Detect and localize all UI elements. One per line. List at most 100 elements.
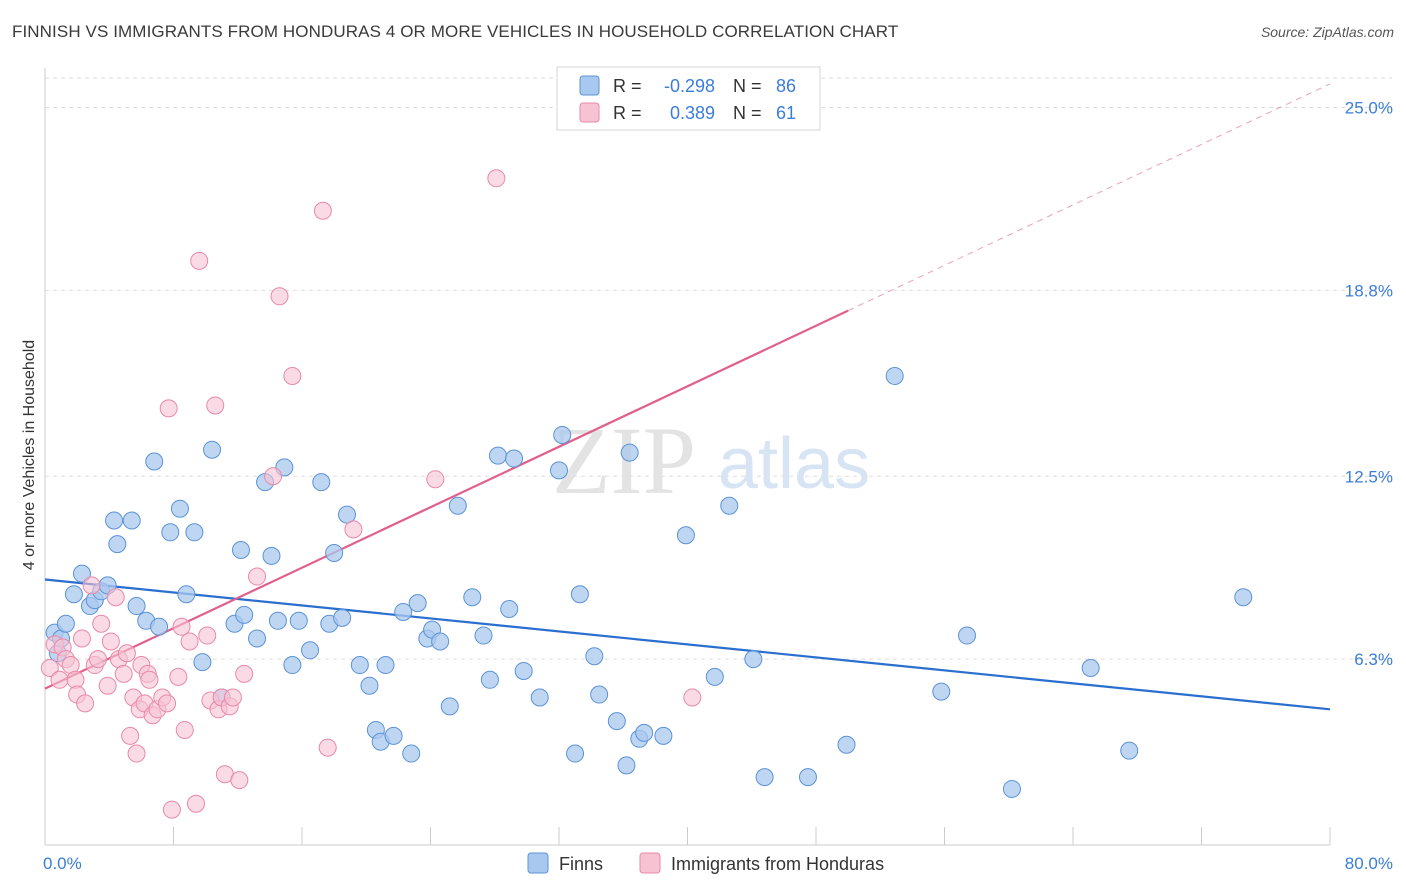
finns-point [480,670,499,689]
finns-point [744,650,763,669]
bottom-legend-label-finns: Finns [559,854,603,874]
finns-point [235,605,254,624]
finns-point [635,723,654,742]
finns-point [553,425,572,444]
honduras-point [140,670,159,689]
finns-point [325,543,344,562]
gridlines [45,77,1392,660]
honduras-point [162,800,181,819]
legend-r-value-honduras: 0.389 [670,103,715,123]
finns-point [56,614,75,633]
honduras-point [198,626,217,645]
finns-point [500,600,519,618]
finns-point [394,602,413,621]
honduras-point [92,614,111,633]
finns-point [360,676,379,695]
finns-point [301,641,320,660]
honduras-point [264,467,283,486]
finns-point [620,443,639,462]
finns-point [177,585,196,604]
legend-swatch-finns [579,75,600,96]
honduras-point [76,694,95,713]
honduras-point [270,287,289,306]
honduras-point [50,670,69,689]
finns-point [145,452,164,471]
finns-point [1002,779,1021,798]
finns-point [161,523,180,542]
watermark-atlas: atlas [718,424,870,504]
honduras-point [89,650,108,669]
finns-point [705,667,724,686]
finns-point [268,611,287,630]
honduras-trend-line-extension [847,83,1331,312]
finns-point [505,449,524,468]
honduras-point [117,644,136,663]
finns-point [448,496,467,515]
honduras-point [98,676,117,695]
finns-point [474,626,493,645]
finns-point [585,647,604,666]
legend-r-label-honduras: R = [613,103,642,123]
finns-point [170,499,189,518]
honduras-point [190,251,209,270]
finns-point [105,511,124,530]
legend-r-value-finns: -0.298 [664,76,715,96]
finns-point [108,535,127,554]
honduras-point [172,617,191,636]
finns-point [837,735,856,754]
honduras-point [683,688,702,707]
finns-point [402,744,421,763]
finns-point [150,617,169,636]
bottom-legend-swatch-honduras [639,852,661,874]
finns-point [203,440,222,459]
honduras-point [283,366,302,385]
legend-n-value-honduras: 61 [776,103,796,123]
legend-n-label-finns: N = [733,76,762,96]
honduras-point [159,399,178,418]
finns-point [350,656,369,675]
honduras-point [114,664,133,683]
finns-point [550,461,568,480]
finns-point [885,366,904,385]
finns-point [185,523,204,542]
finns-point [248,629,267,648]
axes [44,68,1331,846]
finns-point [122,511,141,530]
finns-point [1081,659,1100,677]
y-tick-label: 12.5% [1345,467,1393,486]
x-tick-label: 0.0% [43,854,82,873]
finns-point [570,585,589,604]
legend-n-label-honduras: N = [733,103,762,123]
honduras-point [101,632,120,651]
honduras-point [186,794,205,813]
y-tick-label: 6.3% [1354,650,1393,669]
finns-point [127,597,146,616]
honduras-point [206,396,225,415]
honduras-point [121,726,140,745]
correlation-legend: R = -0.298 N = 86 R = 0.389 N = 61 [556,66,821,131]
honduras-point [230,771,249,790]
finns-point [64,585,83,604]
finns-point [755,768,774,787]
bottom-legend-label-honduras: Immigrants from Honduras [671,854,884,874]
honduras-point [180,632,199,651]
finns-point [488,446,507,465]
finns-point [1120,741,1139,760]
finns-point [654,726,673,745]
finns-point [193,653,212,672]
honduras-point [223,688,242,707]
honduras-point [72,629,91,648]
y-tick-label: 18.8% [1345,281,1393,300]
finns-point [798,768,817,787]
finns-point [676,526,695,545]
finns-point [607,712,626,731]
honduras-point [344,520,363,539]
bottom-legend-swatch-finns [527,852,549,874]
series-legend: Finns Immigrants from Honduras [527,852,884,874]
finns-point [617,756,636,775]
honduras-point [487,169,506,188]
finns-point [431,632,450,651]
honduras-point [235,664,254,683]
legend-swatch-honduras [579,102,600,123]
